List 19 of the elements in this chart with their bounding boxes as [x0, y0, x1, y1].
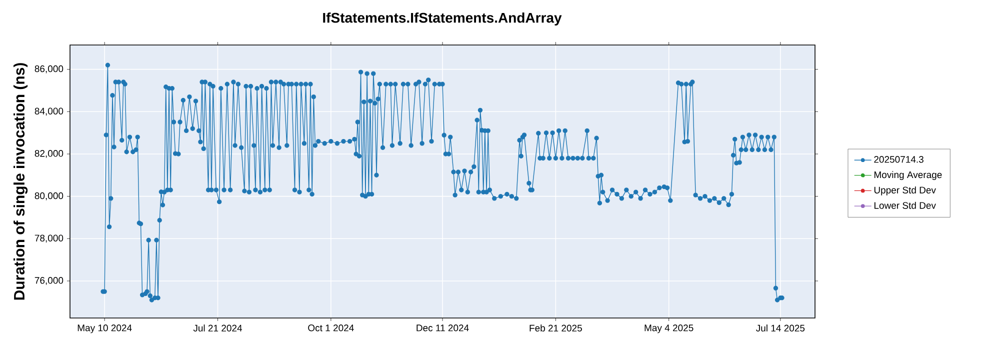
legend-label: Upper Std Dev [874, 186, 936, 196]
y-tick-label: 78,000 [34, 234, 64, 243]
y-tick-label: 86,000 [34, 65, 64, 74]
legend-label: Moving Average [874, 171, 942, 180]
y-tick-label: 76,000 [34, 277, 64, 285]
legend-label: Lower Std Dev [874, 202, 936, 209]
y-tick-label: 82,000 [34, 150, 64, 158]
x-tick-label: Jul 14 2025 [756, 324, 805, 332]
chart-title: IfStatements.IfStatements.AndArray [323, 12, 562, 26]
y-tick-label: 80,000 [34, 192, 64, 200]
x-tick-label: May 4 2025 [644, 324, 694, 334]
x-tick-label: Feb 21 2025 [530, 324, 582, 332]
legend-label: 20250714.3 [874, 156, 924, 163]
y-axis-title: Duration of single invocation (ns) [14, 63, 28, 300]
x-tick-label: Oct 1 2024 [308, 324, 354, 332]
x-tick-label: Jul 21 2024 [193, 324, 242, 332]
x-tick-label: May 10 2024 [78, 324, 132, 334]
y-tick-label: 84,000 [34, 108, 64, 116]
x-tick-label: Dec 11 2024 [416, 324, 469, 332]
